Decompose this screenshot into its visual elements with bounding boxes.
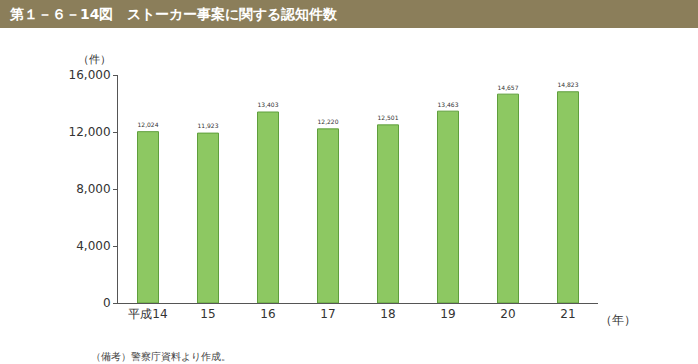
svg-text:17: 17 [320, 307, 335, 321]
svg-text:12,024: 12,024 [138, 121, 159, 128]
svg-text:16: 16 [260, 307, 275, 321]
svg-text:12,501: 12,501 [378, 114, 399, 121]
svg-text:13,403: 13,403 [258, 101, 279, 108]
svg-text:平成14: 平成14 [128, 307, 167, 321]
html-text:第１－６－14図 ストーカー事案に関する認知件数: 第１－６－14図 ストーカー事案に関する認知件数 [10, 6, 338, 22]
svg-text:15: 15 [200, 307, 215, 321]
svg-text:21: 21 [560, 307, 575, 321]
svg-text:8,000: 8,000 [76, 182, 110, 196]
svg-text:19: 19 [440, 307, 455, 321]
svg-text:（年）: （年） [600, 313, 636, 327]
svg-text:12,000: 12,000 [69, 125, 111, 139]
svg-text:0: 0 [103, 296, 111, 310]
svg-text:16,000: 16,000 [69, 68, 111, 82]
svg-text:20: 20 [500, 307, 515, 321]
svg-text:13,463: 13,463 [438, 101, 459, 108]
svg-text:12,220: 12,220 [318, 118, 339, 125]
svg-text:11,923: 11,923 [198, 122, 219, 129]
svg-text:14,657: 14,657 [498, 84, 519, 91]
svg-text:（備考）警察庁資料より作成。: （備考）警察庁資料より作成。 [91, 351, 231, 362]
svg-text:4,000: 4,000 [76, 239, 110, 253]
svg-text:（件）: （件） [78, 53, 111, 66]
svg-text:18: 18 [380, 307, 395, 321]
svg-text:14,823: 14,823 [558, 81, 579, 88]
